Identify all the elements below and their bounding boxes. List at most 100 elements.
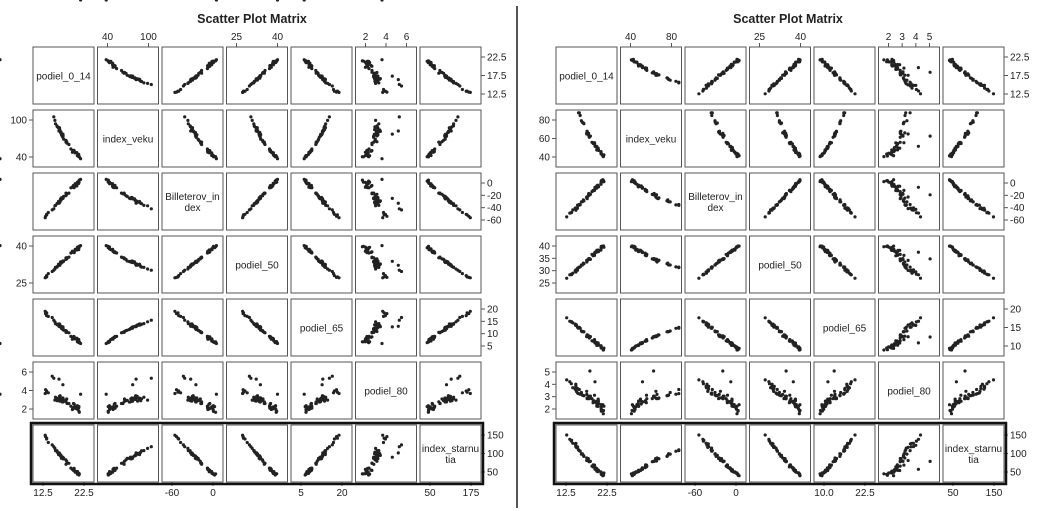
- scatter-point: [112, 402, 116, 406]
- scatter-point: [979, 268, 983, 272]
- scatter-point: [951, 60, 955, 64]
- scatter-point: [381, 440, 386, 445]
- scatter-point: [380, 177, 384, 181]
- scatter-point: [192, 261, 196, 265]
- tick-label: 0: [733, 488, 739, 499]
- scatter-point: [331, 391, 336, 395]
- scatter-point: [331, 440, 336, 445]
- scatter-point: [149, 445, 153, 449]
- scatter-point: [210, 406, 214, 410]
- matrix-cell-0-3: [226, 46, 288, 105]
- scatter-point: [963, 193, 968, 197]
- scatter-point: [640, 400, 644, 404]
- scatter-point: [950, 57, 955, 62]
- scatter-point: [882, 348, 886, 352]
- scatter-point: [183, 82, 187, 87]
- scatter-point: [315, 397, 319, 401]
- scatter-point: [465, 390, 469, 394]
- scatter-point: [374, 130, 378, 134]
- tick-label: -60: [165, 488, 180, 499]
- scatter-point: [263, 461, 267, 465]
- scatter-point: [894, 465, 898, 469]
- scatter-point: [902, 188, 906, 192]
- scatter-point: [796, 406, 800, 410]
- scatter-point: [136, 263, 140, 267]
- scatter-point: [957, 67, 961, 71]
- scatter-point: [828, 141, 832, 145]
- scatter-point: [826, 185, 830, 189]
- scatter-point: [901, 192, 905, 196]
- scatter-point: [948, 58, 952, 62]
- scatter-point: [254, 128, 258, 132]
- scatter-point: [131, 455, 135, 459]
- scatter-point: [0, 244, 2, 248]
- scatter-point: [303, 405, 307, 409]
- scatter-point: [119, 191, 124, 195]
- scatter-point: [957, 141, 961, 145]
- scatter-point: [261, 140, 265, 144]
- variable-label: podiel_0_14: [36, 72, 91, 83]
- scatter-point: [369, 184, 373, 188]
- scatter-point: [779, 393, 784, 398]
- scatter-point: [725, 393, 730, 397]
- scatter-point: [250, 118, 254, 122]
- scatter-point: [331, 87, 336, 92]
- scatter-point: [425, 246, 429, 250]
- matrix-cell-0-2: [161, 46, 224, 105]
- panel-divider: [516, 6, 518, 508]
- scatter-point: [109, 59, 113, 64]
- scatter-point: [644, 401, 648, 405]
- tick-label: 25: [16, 279, 28, 290]
- scatter-point: [736, 408, 740, 413]
- matrix-cell-5-3: [226, 361, 288, 420]
- scatter-point: [792, 402, 797, 406]
- scatter-point: [109, 406, 113, 410]
- scatter-point: [399, 315, 404, 320]
- scatter-point: [918, 215, 923, 219]
- scatter-point: [268, 335, 272, 339]
- scatter-point: [173, 391, 177, 396]
- scatter-point: [636, 402, 640, 406]
- scatter-point: [569, 320, 573, 324]
- scatter-point: [380, 58, 384, 62]
- scatter-point: [958, 397, 962, 401]
- scatter-point: [315, 192, 319, 196]
- matrix-panel-1: Scatter Plot Matrixpodiel_0_14index_veku…: [0, 0, 507, 499]
- scatter-point: [206, 149, 210, 153]
- scatter-point: [911, 83, 916, 87]
- scatter-point: [721, 459, 725, 463]
- scatter-point: [715, 76, 719, 80]
- scatter-point: [717, 457, 722, 461]
- scatter-point: [576, 203, 581, 207]
- scatter-point: [652, 459, 656, 463]
- scatter-point: [192, 324, 196, 328]
- scatter-point: [443, 327, 447, 332]
- scatter-point: [425, 155, 429, 159]
- matrix-cell-3-3: [749, 235, 811, 294]
- matrix-cell-3-0: [32, 235, 95, 294]
- scatter-point: [142, 449, 146, 453]
- scatter-point: [918, 316, 923, 320]
- scatter-point: [845, 206, 849, 210]
- scatter-point: [382, 213, 386, 217]
- scatter-point: [721, 369, 725, 373]
- scatter-point: [775, 326, 779, 330]
- scatter-point: [327, 445, 331, 449]
- scatter-point: [899, 196, 903, 200]
- scatter-point: [599, 150, 603, 154]
- scatter-point: [784, 131, 788, 135]
- scatter-point: [241, 311, 246, 315]
- scatter-point: [767, 439, 772, 443]
- tick-label: -40: [487, 203, 502, 214]
- variable-label: podiel_65: [823, 324, 867, 335]
- scatter-point: [901, 121, 906, 125]
- scatter-point: [975, 81, 980, 85]
- scatter-point: [902, 338, 906, 342]
- scatter-point: [707, 445, 711, 449]
- scatter-point: [65, 257, 69, 261]
- matrix-cell-4-1: [97, 298, 159, 357]
- scatter-point: [826, 380, 830, 384]
- scatter-point: [796, 152, 800, 156]
- scatter-point: [454, 398, 458, 402]
- scatter-point: [460, 314, 464, 318]
